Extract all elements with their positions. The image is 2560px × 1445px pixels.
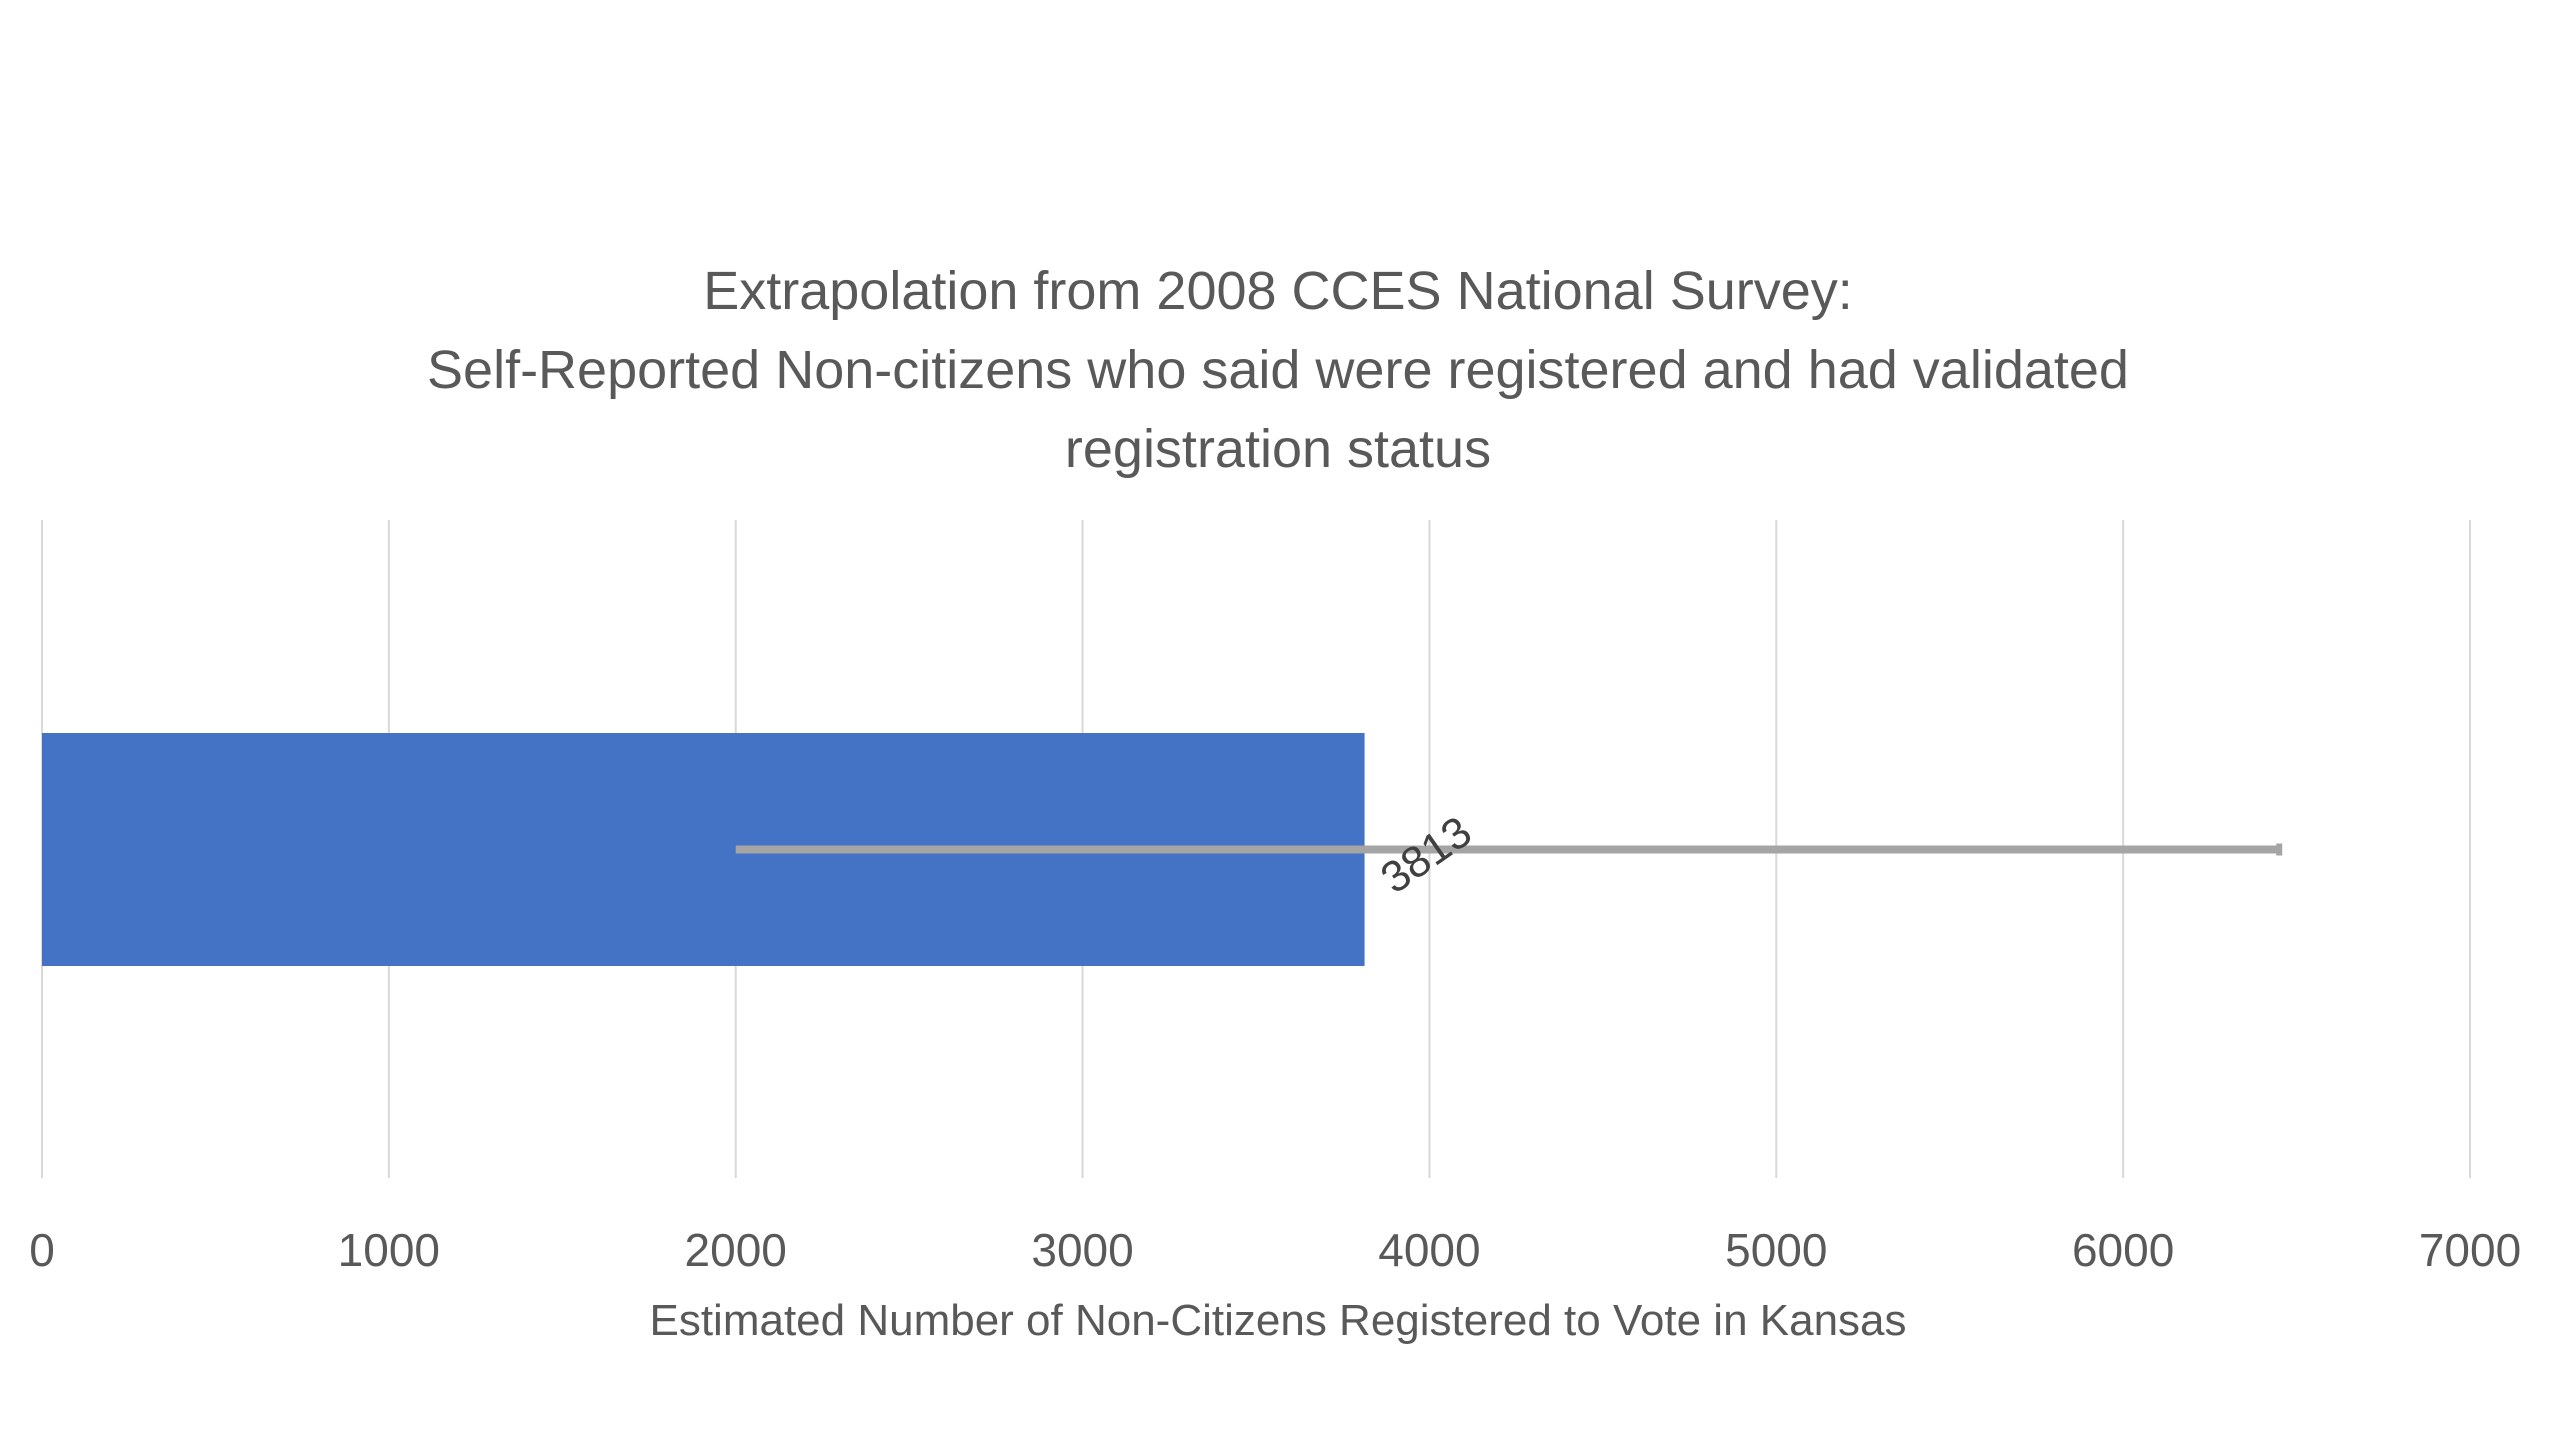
chart-title-line-2: Self-Reported Non-citizens who said were… <box>427 340 2129 400</box>
x-tick-label: 1000 <box>338 1224 440 1276</box>
chart-title-line-1: Extrapolation from 2008 CCES National Su… <box>703 261 1853 321</box>
bar-data-label: 3813 <box>1372 807 1480 903</box>
data-labels: 3813 <box>1372 807 1480 903</box>
chart-title-line-3: registration status <box>1065 419 1491 479</box>
x-tick-label: 2000 <box>685 1224 787 1276</box>
x-tick-label: 5000 <box>1725 1224 1827 1276</box>
x-axis-ticks: 0 1000 2000 3000 4000 5000 6000 7000 <box>29 1224 2521 1276</box>
x-tick-label: 3000 <box>1031 1224 1133 1276</box>
x-tick-label: 4000 <box>1378 1224 1480 1276</box>
error-bars <box>735 843 2283 856</box>
x-tick-label: 0 <box>29 1224 55 1276</box>
x-axis-title: Estimated Number of Non-Citizens Registe… <box>649 1296 1906 1345</box>
chart-title: Extrapolation from 2008 CCES National Su… <box>427 261 2129 479</box>
x-tick-label: 7000 <box>2419 1224 2521 1276</box>
x-tick-label: 6000 <box>2072 1224 2174 1276</box>
